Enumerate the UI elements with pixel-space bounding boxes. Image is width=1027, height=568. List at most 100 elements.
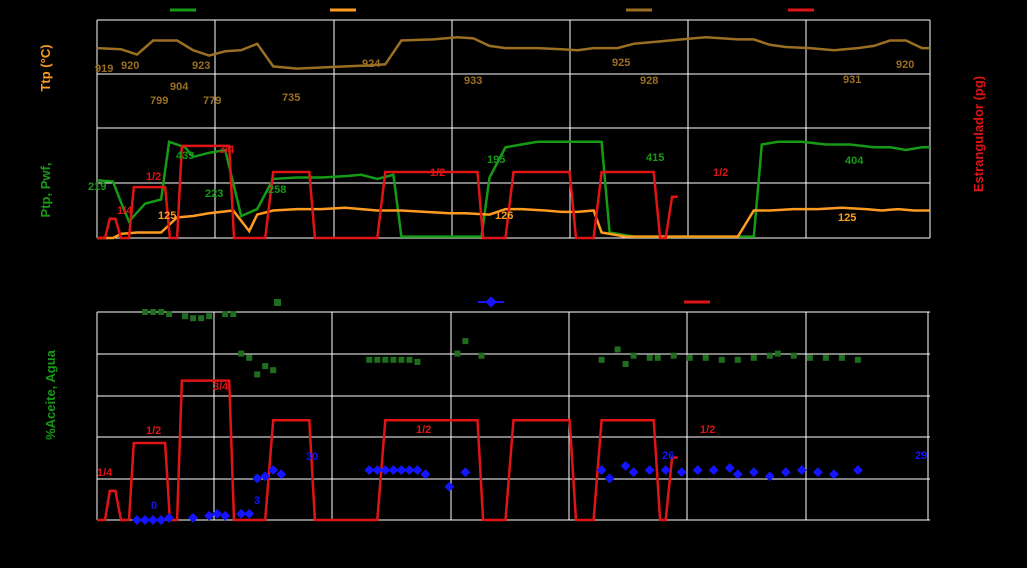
scatter-square-26: [614, 346, 621, 353]
scatter-diamond-8: [220, 510, 231, 521]
scatter-diamond-28: [628, 467, 639, 478]
right-axis-title: Estrangulador (pg): [971, 76, 986, 192]
scatter-square-42: [838, 354, 845, 361]
data-label-1-4: 3/4: [219, 144, 235, 156]
scatter-square-40: [806, 354, 813, 361]
scatter-diamond-12: [260, 471, 271, 482]
scatter-square-38: [774, 350, 781, 357]
top-left-axis-title: Ttp (°C): [38, 44, 53, 91]
data-label-2-0: 1/4: [97, 467, 113, 479]
scatter-square-31: [670, 352, 677, 359]
scatter-square-27: [622, 361, 629, 367]
data-label-0-0: 919: [95, 63, 113, 75]
scatter-square-16: [374, 356, 381, 363]
scatter-diamond-39: [796, 465, 807, 476]
scatter-square-37: [766, 352, 773, 359]
scatter-square-28: [630, 352, 637, 359]
data-label-1-9: 195: [487, 154, 505, 166]
scatter-diamond-31: [676, 467, 687, 478]
scatter-square-29: [646, 354, 653, 361]
data-label-0-7: 924: [362, 58, 381, 70]
data-label-0-11: 931: [843, 74, 861, 86]
scatter-diamond-13: [268, 465, 279, 476]
data-label-0-1: 920: [121, 60, 139, 72]
scatter-square-1: [150, 309, 157, 315]
data-label-1-2: 1/2: [146, 171, 161, 183]
scatter-square-39: [790, 352, 797, 359]
scatter-diamond-36: [748, 467, 759, 478]
data-label-1-8: 1/2: [430, 167, 445, 179]
data-label-2-2: 0: [151, 500, 157, 512]
data-label-1-1: 1/4: [117, 205, 133, 217]
data-label-1-10: 126: [495, 210, 513, 222]
scatter-diamond-33: [708, 465, 719, 476]
data-label-1-0: 219: [88, 181, 106, 193]
scatter-square-18: [390, 356, 397, 363]
scatter-square-19: [398, 356, 405, 363]
data-label-0-9: 925: [612, 57, 630, 69]
scatter-square-10: [238, 350, 245, 357]
scatter-diamond-20: [404, 465, 415, 476]
scatter-diamond-0: [132, 515, 142, 525]
bottom-left-axis-title: %Aceite, Agua: [43, 349, 58, 440]
data-label-0-4: 923: [192, 60, 210, 72]
data-label-0-12: 920: [896, 59, 914, 71]
scatter-square-17: [382, 356, 389, 363]
scatter-diamond-7: [212, 508, 223, 519]
scatter-diamond-21: [412, 465, 423, 476]
scatter-diamond-34: [724, 463, 735, 473]
scatter-diamond-1: [140, 515, 151, 525]
scatter-diamond-10: [244, 508, 255, 519]
scatter-diamond-26: [604, 473, 615, 484]
data-label-0-10: 928: [640, 75, 658, 87]
data-label-1-11: 415: [646, 152, 664, 164]
scatter-diamond-27: [620, 460, 631, 471]
scatter-square-32: [686, 354, 693, 361]
scatter-square-22: [454, 350, 461, 357]
data-label-2-1: 1/2: [146, 425, 161, 437]
scatter-square-24: [478, 352, 485, 359]
scatter-diamond-30: [660, 465, 671, 476]
scatter-square-34: [718, 356, 725, 363]
scatter-diamond-40: [812, 467, 823, 478]
scatter-diamond-2: [148, 515, 159, 525]
scatter-square-5: [190, 315, 197, 322]
scatter-diamond-19: [396, 465, 407, 476]
scatter-diamond-41: [828, 469, 839, 480]
data-label-2-5: 30: [306, 451, 318, 463]
scatter-diamond-24: [460, 467, 471, 478]
scatter-square-11: [246, 354, 253, 361]
scatter-square-4: [182, 313, 189, 320]
scatter-square-8: [222, 311, 229, 318]
data-label-1-3: 439: [176, 150, 194, 162]
scatter-square-20: [406, 356, 413, 363]
scatter-diamond-29: [644, 465, 655, 476]
scatter-square-14: [270, 367, 277, 374]
data-label-2-7: 26: [662, 450, 674, 462]
scatter-diamond-18: [388, 465, 399, 476]
legend-marker-dark-green: [274, 299, 281, 306]
scatter-diamond-15: [364, 465, 375, 476]
scatter-square-35: [734, 356, 741, 363]
legend-bottom: [274, 296, 710, 308]
scatter-diamond-16: [372, 465, 383, 476]
data-label-1-6: 223: [205, 188, 223, 200]
middle-left-axis-title: Ptp, Pwf,: [38, 163, 53, 218]
scatter-square-13: [262, 363, 269, 370]
data-label-1-13: 404: [845, 155, 864, 167]
data-label-2-8: 1/2: [700, 424, 715, 436]
scatter-diamond-37: [764, 471, 775, 482]
data-label-2-4: 3: [254, 495, 260, 507]
scatter-diamond-9: [236, 508, 247, 519]
scatter-diamond-14: [276, 469, 287, 480]
scatter-square-43: [854, 356, 861, 363]
data-label-0-5: 779: [203, 95, 221, 107]
scatter-square-3: [166, 311, 173, 318]
scatter-diamond-25: [596, 465, 607, 476]
scatter-square-21: [414, 358, 421, 365]
scatter-diamond-6: [204, 510, 215, 521]
scatter-square-0: [142, 309, 149, 315]
